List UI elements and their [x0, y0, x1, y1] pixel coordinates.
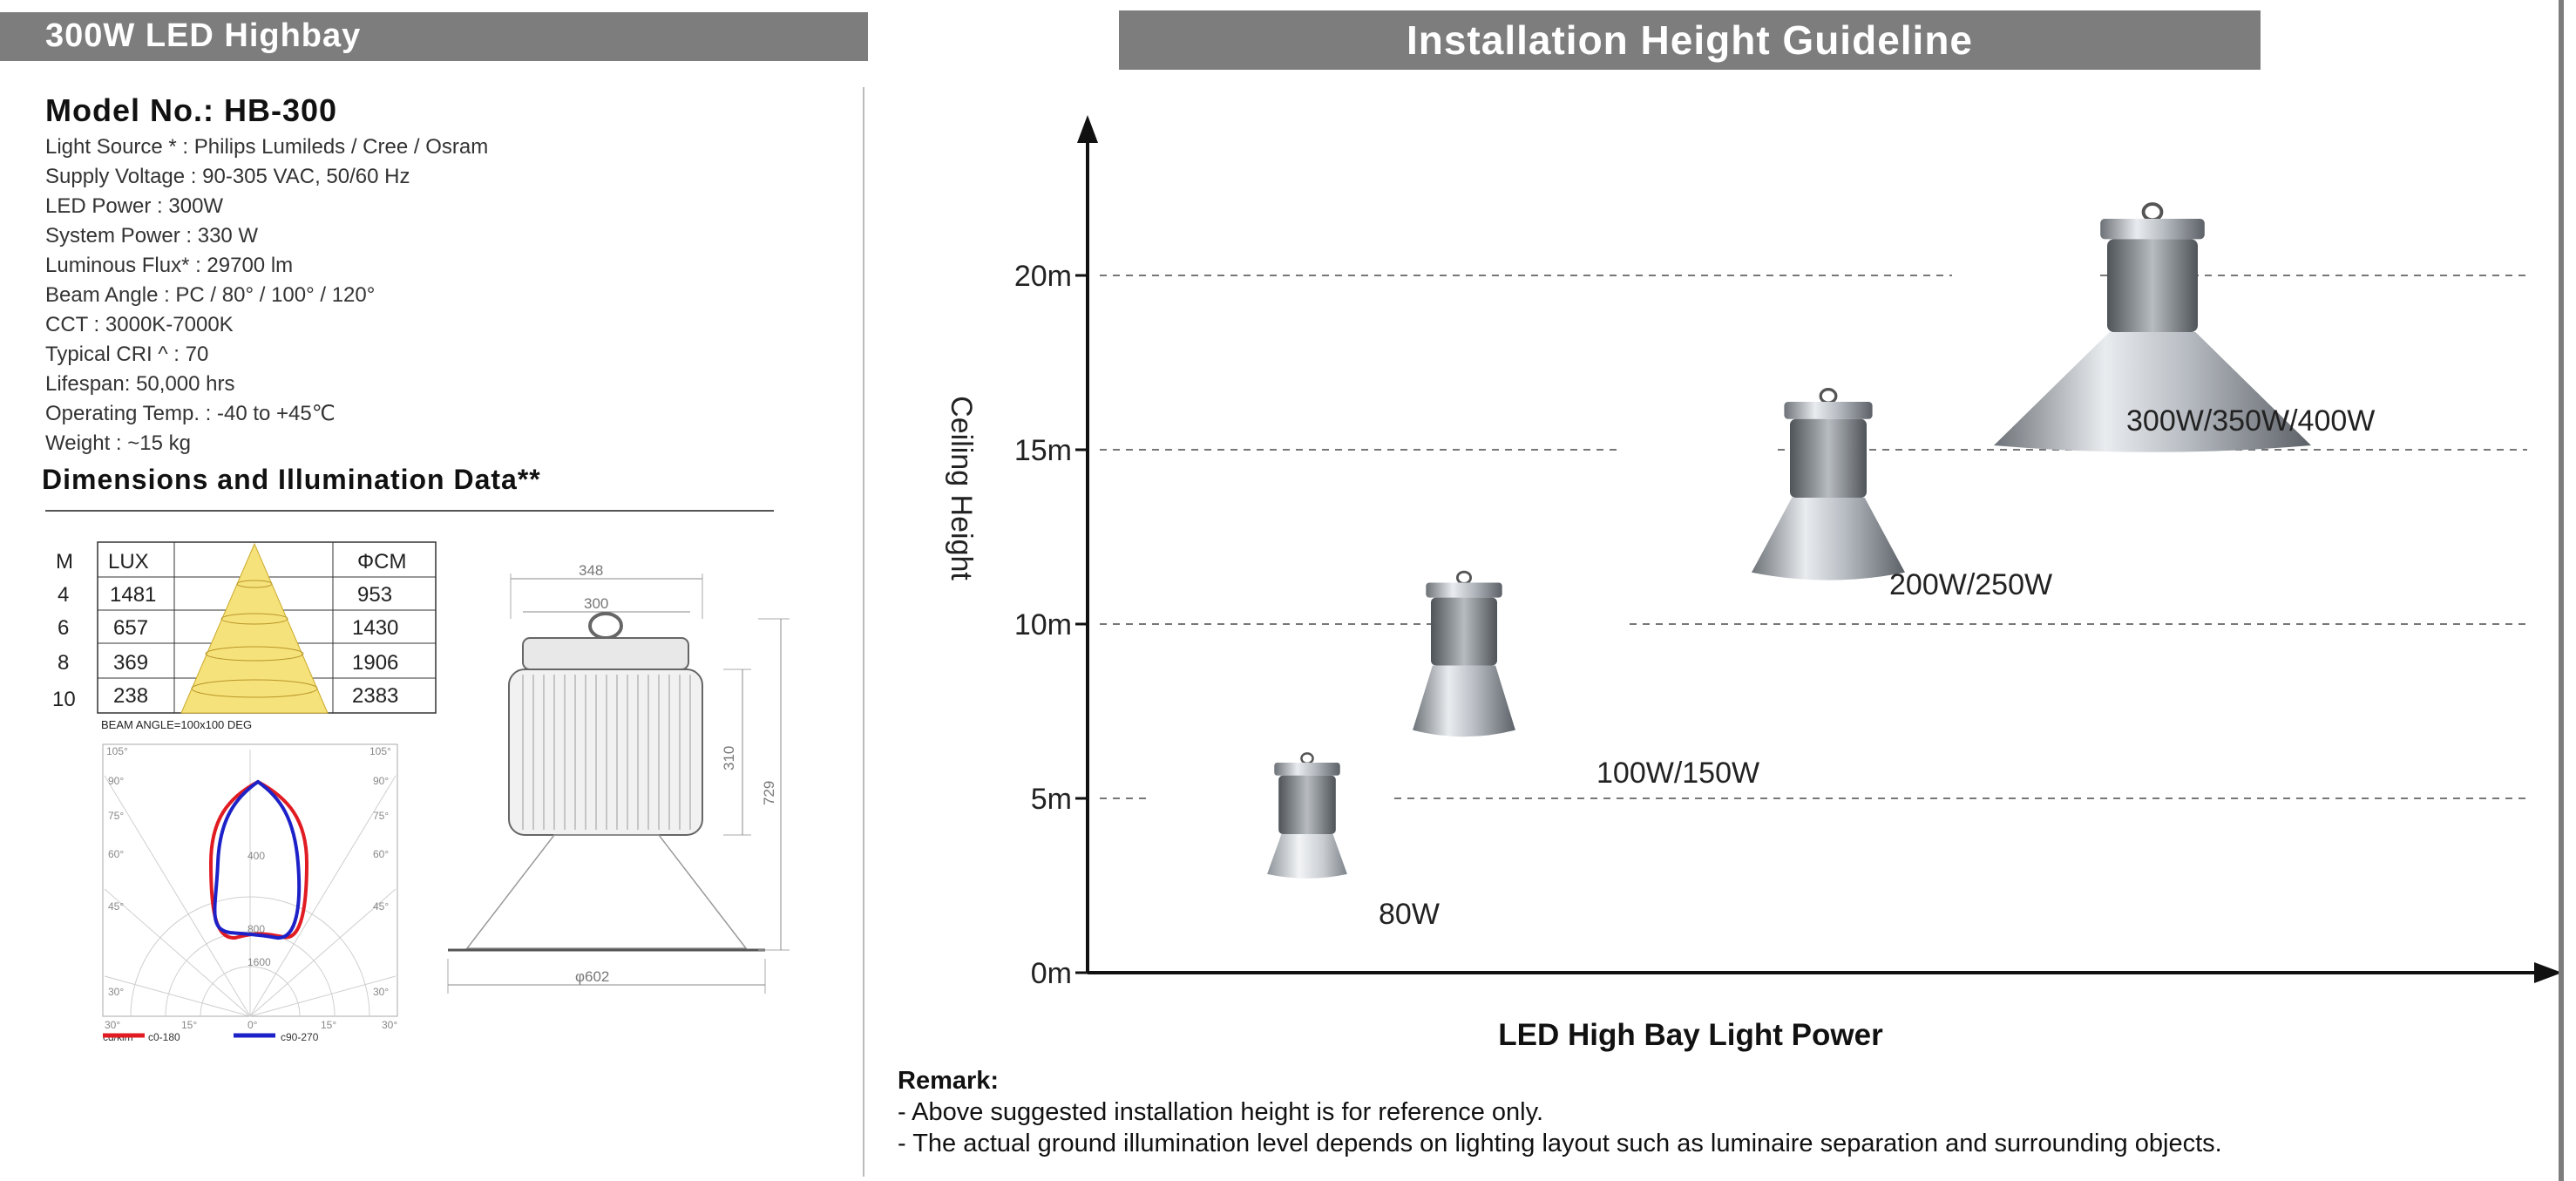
spec-weight: Weight : ~15 kg: [45, 431, 191, 455]
row-m: 6: [58, 616, 69, 640]
row-cm: 953: [357, 583, 392, 607]
remark-line: - Above suggested installation height is…: [898, 1098, 1544, 1126]
dims-divider: [45, 510, 774, 512]
spec-lifespan: Lifespan: 50,000 hrs: [45, 372, 235, 396]
polar-bottom-label: 30°: [382, 1019, 397, 1031]
lamps: [1267, 202, 2311, 879]
row-m: 10: [52, 688, 76, 711]
dimension-drawing: 348 300 φ602 310 729: [447, 562, 790, 994]
spec-operating-temp: Operating Temp. : -40 to +45℃: [45, 402, 336, 425]
spec-supply-voltage: Supply Voltage : 90-305 VAC, 50/60 Hz: [45, 165, 410, 188]
power-label: 100W/150W: [1596, 757, 1759, 790]
y-tick-label: 20m: [1014, 260, 1072, 293]
polar-bottom-label: 15°: [181, 1019, 197, 1031]
y-tick-label: 15m: [1014, 434, 1072, 467]
spec-light-source: Light Source * : Philips Lumileds / Cree…: [45, 135, 489, 159]
polar-angle-label: 60°: [373, 848, 389, 860]
power-label: 200W/250W: [1889, 568, 2052, 601]
polar-angle-label: 75°: [108, 810, 124, 822]
spec-led-power: LED Power : 300W: [45, 194, 224, 218]
spec-cct: CCT : 3000K-7000K: [45, 313, 234, 336]
legend-label: c0-180: [148, 1031, 180, 1043]
remark-line: - The actual ground illumination level d…: [898, 1130, 2222, 1157]
x-axis-arrow: [2534, 962, 2562, 983]
polar-bottom-label: 15°: [321, 1019, 336, 1031]
polar-diagram: 105° 90° 75° 60° 45° 30° 105° 90° 75° 60…: [102, 743, 398, 1043]
installation-chart: Ceiling Height 0m 5m 10m 15m 20m 80W 100W/150…: [945, 115, 2562, 990]
polar-bottom-label: 30°: [105, 1019, 120, 1031]
polar-angle-label: 105°: [369, 745, 391, 757]
remark-block: Remark: - Above suggested installation h…: [898, 1065, 2222, 1159]
row-cm: 1430: [352, 616, 398, 640]
y-ticks: 0m 5m 10m 15m 20m: [1014, 260, 1088, 990]
polar-angle-label: 105°: [106, 745, 128, 757]
row-m: 8: [58, 651, 69, 675]
polar-radial-label: 400: [247, 850, 265, 862]
col-m-header: M: [56, 550, 73, 574]
row-m: 4: [58, 583, 69, 607]
lamp-3: [1752, 388, 1905, 580]
polar-radial-label: 800: [247, 923, 265, 935]
dim-top-outer: 348: [579, 562, 603, 579]
power-label: 300W/350W/400W: [2126, 404, 2375, 438]
y-tick-label: 0m: [1031, 957, 1072, 990]
lamp-1: [1267, 752, 1347, 879]
polar-angle-label: 90°: [108, 775, 124, 787]
legend-label: c90-270: [281, 1031, 319, 1043]
dim-diameter: φ602: [575, 968, 609, 985]
y-tick-label: 10m: [1014, 608, 1072, 641]
row-lux: 657: [113, 616, 148, 640]
dim-top-inner: 300: [584, 595, 608, 612]
y-axis-arrow: [1077, 115, 1098, 143]
lamp-4: [1994, 202, 2311, 452]
x-axis-label: LED High Bay Light Power: [1498, 1018, 1883, 1052]
spec-beam-angle: Beam Angle : PC / 80° / 100° / 120°: [45, 283, 376, 307]
polar-radial-label: 1600: [247, 956, 271, 968]
col-lux-header: LUX: [108, 550, 149, 574]
remark-title: Remark:: [898, 1067, 1000, 1095]
polar-bottom-label: 0°: [247, 1019, 258, 1031]
lamp-2: [1413, 570, 1515, 737]
row-lux: 1481: [110, 583, 156, 607]
spec-cri: Typical CRI ^ : 70: [45, 343, 209, 366]
dim-height-body: 310: [721, 746, 737, 770]
model-number: Model No.: HB-300: [45, 92, 338, 128]
polar-angle-label: 45°: [373, 900, 389, 913]
y-axis-label: Ceiling Height: [945, 396, 978, 580]
point-labels: 80W 100W/150W 200W/250W 300W/350W/400W: [1379, 404, 2375, 931]
power-label: 80W: [1379, 898, 1440, 931]
right-header-title: Installation Height Guideline: [1406, 17, 1974, 63]
left-header-title: 300W LED Highbay: [45, 17, 362, 54]
spec-luminous-flux: Luminous Flux* : 29700 lm: [45, 254, 294, 277]
polar-angle-label: 30°: [373, 986, 389, 998]
left-header-bar: 300W LED Highbay: [0, 12, 868, 61]
polar-angle-label: 45°: [108, 900, 124, 913]
illumination-figure: M LUX ΦCM 4 1481 953 6 657 1430 8 369 19…: [52, 541, 790, 1043]
lux-table: M LUX ΦCM 4 1481 953 6 657 1430 8 369 19…: [52, 541, 437, 731]
row-lux: 369: [113, 651, 148, 675]
right-header-bar: Installation Height Guideline: [1119, 10, 2261, 70]
dims-title: Dimensions and Illumination Data**: [42, 464, 541, 495]
spec-system-power: System Power : 330 W: [45, 224, 259, 248]
polar-angle-label: 60°: [108, 848, 124, 860]
polar-angle-label: 30°: [108, 986, 124, 998]
beam-note: BEAM ANGLE=100x100 DEG: [101, 718, 252, 731]
panel-divider: [863, 87, 864, 1177]
row-cm: 1906: [352, 651, 398, 675]
y-tick-label: 5m: [1031, 783, 1072, 816]
row-cm: 2383: [352, 684, 398, 708]
dim-height-total: 729: [761, 781, 777, 805]
right-frame-edge: [2559, 0, 2564, 1181]
polar-angle-label: 75°: [373, 810, 389, 822]
polar-angle-label: 90°: [373, 775, 389, 787]
col-cm-header: ΦCM: [357, 550, 406, 574]
spec-list: Light Source * : Philips Lumileds / Cree…: [45, 132, 488, 458]
row-lux: 238: [113, 684, 148, 708]
